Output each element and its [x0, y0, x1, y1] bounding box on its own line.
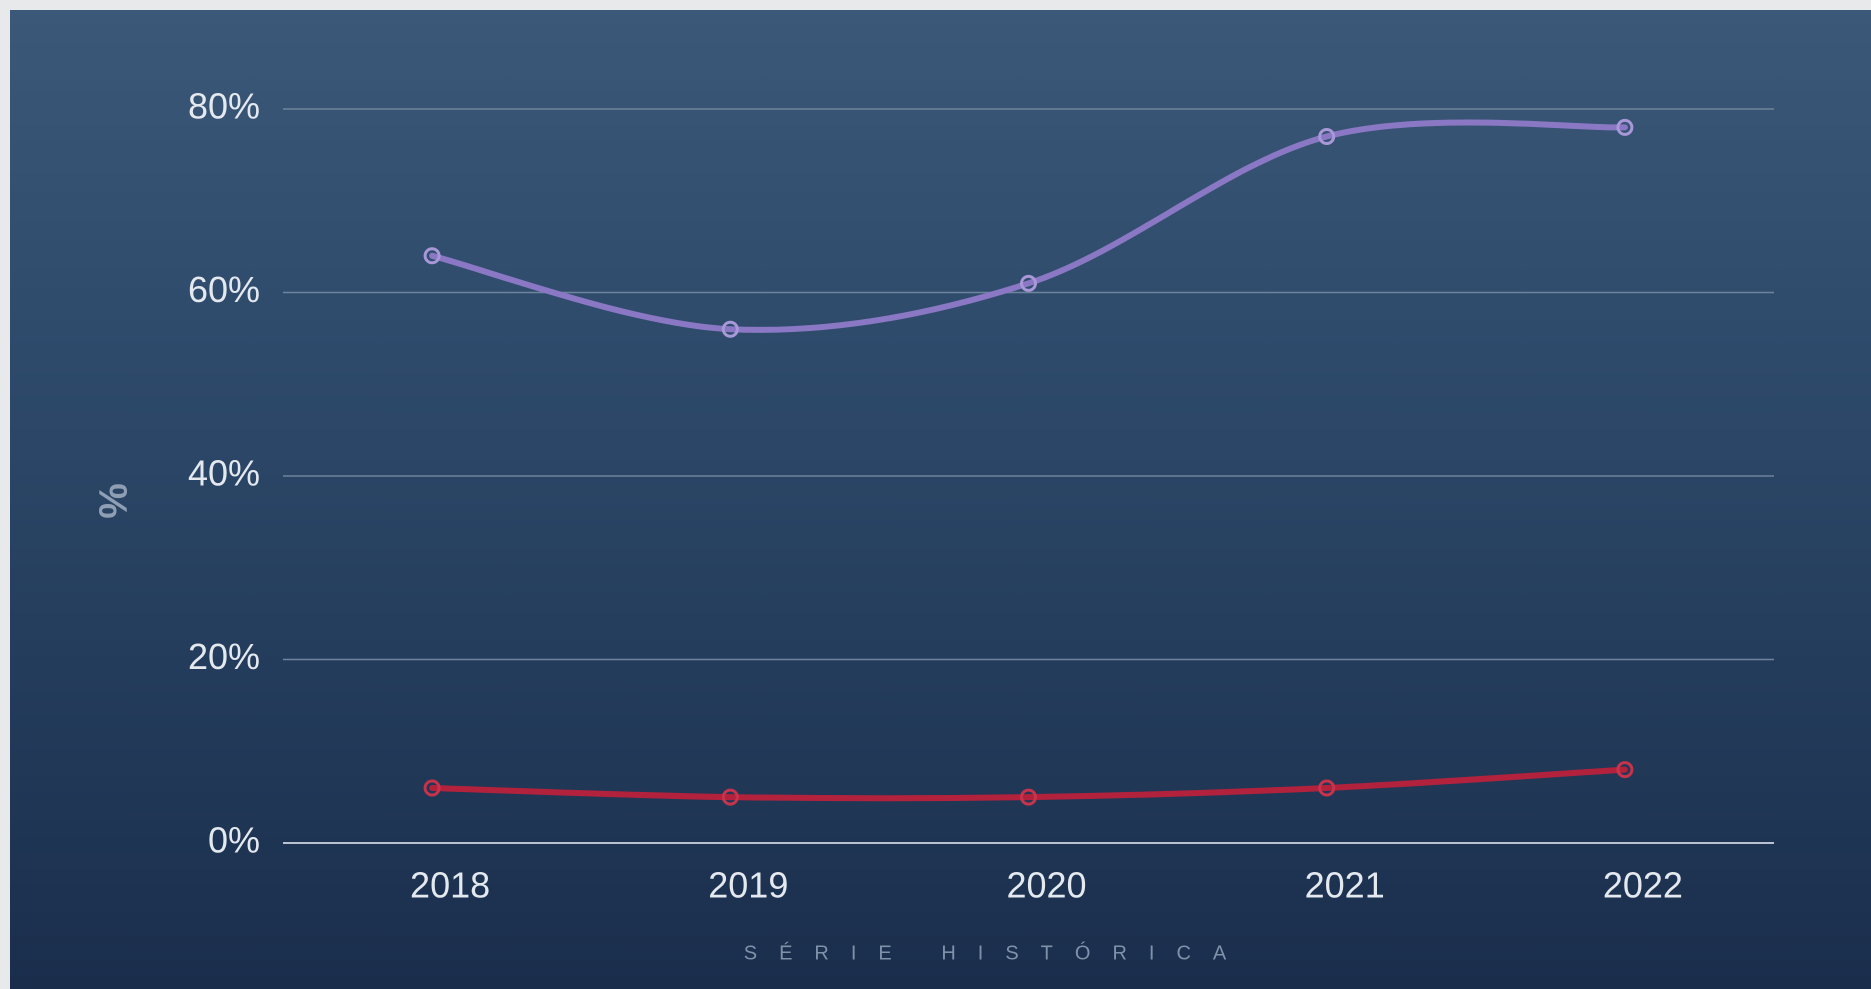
point-marker	[721, 788, 739, 806]
x-axis-label: SÉRIE HISTÓRICA	[744, 941, 1248, 964]
x-tick-label: 2020	[1006, 865, 1086, 906]
point-marker	[1318, 779, 1336, 797]
point-marker	[423, 779, 441, 797]
y-tick-label: 60%	[188, 269, 260, 310]
x-tick-label: 2021	[1305, 865, 1385, 906]
point-marker	[721, 320, 739, 338]
x-tick-label: 2019	[708, 865, 788, 906]
point-marker	[1020, 788, 1037, 806]
point-marker	[423, 247, 441, 265]
point-marker	[1616, 118, 1634, 136]
y-tick-label: 80%	[188, 86, 260, 127]
y-tick-label: 20%	[188, 636, 260, 677]
series-line	[429, 766, 1628, 802]
chart-background	[10, 10, 1871, 989]
point-marker	[1318, 128, 1336, 146]
point-marker	[1020, 274, 1037, 292]
y-tick-label: 0%	[208, 820, 260, 861]
y-tick-label: 40%	[188, 453, 260, 494]
y-axis-label: %	[90, 483, 134, 519]
point-marker	[1616, 761, 1634, 779]
x-tick-label: 2022	[1603, 865, 1683, 906]
series-line	[429, 119, 1628, 333]
x-tick-label: 2018	[410, 865, 490, 906]
